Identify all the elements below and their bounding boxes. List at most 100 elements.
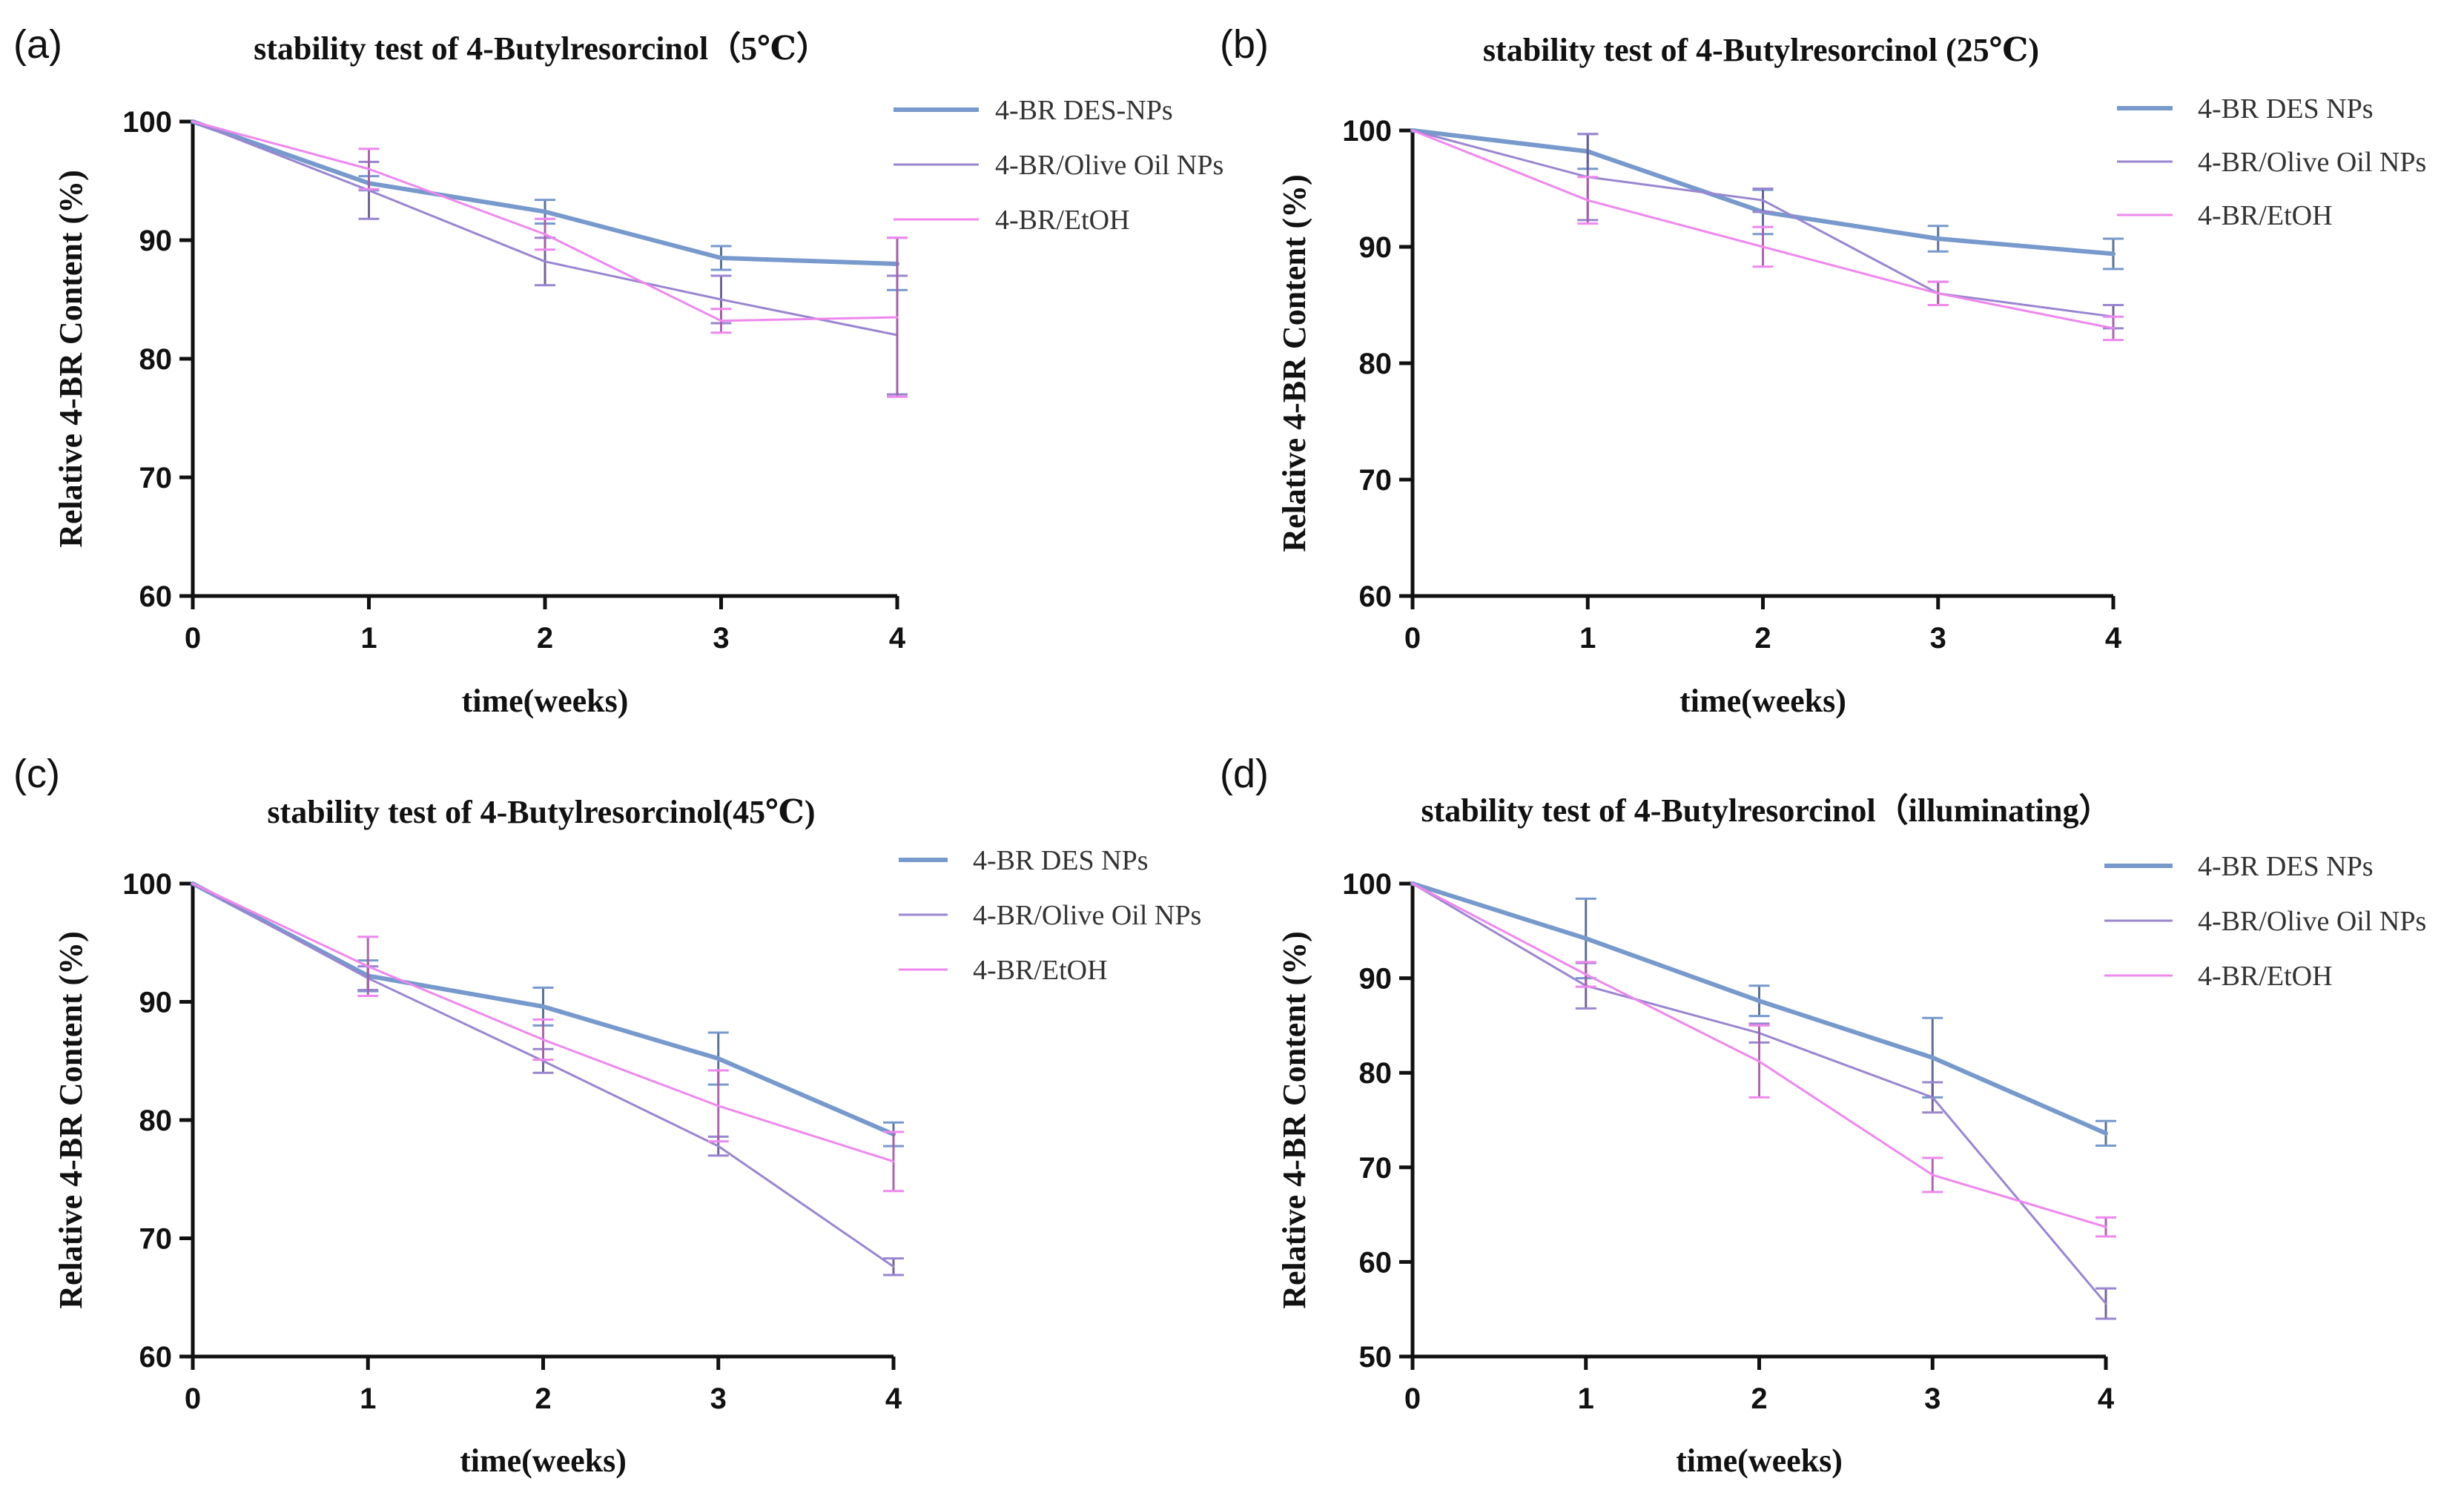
data-point bbox=[717, 1105, 720, 1107]
y-tick-label: 70 bbox=[1359, 1152, 1393, 1185]
data-point bbox=[1757, 998, 1762, 1004]
y-tick-label: 100 bbox=[122, 868, 172, 901]
x-tick-label: 4 bbox=[889, 622, 906, 655]
legend-label: 4-BR/Olive Oil NPs bbox=[2198, 906, 2426, 937]
x-tick-label: 2 bbox=[1754, 622, 1771, 655]
data-point bbox=[1411, 129, 1414, 132]
y-tick-label: 100 bbox=[122, 106, 172, 139]
chart-panel-2: (b) stability test of 4-Butylresorcinol (… bbox=[1220, 22, 2426, 719]
x-tick-label: 1 bbox=[1578, 1382, 1594, 1415]
data-point bbox=[2112, 327, 2115, 330]
panel-letter: (c) bbox=[13, 752, 60, 796]
y-tick-label: 80 bbox=[1359, 1057, 1393, 1090]
chart-panel-1: (a) stability test of 4-Butylresorcinol（5… bbox=[13, 22, 1223, 719]
legend-label: 4-BR/Olive Oil NPs bbox=[995, 150, 1223, 181]
x-tick-label: 4 bbox=[885, 1382, 902, 1415]
legend-label: 4-BR DES NPs bbox=[973, 845, 1149, 876]
y-tick-label: 90 bbox=[1359, 231, 1393, 264]
panel-letter: (a) bbox=[13, 22, 62, 67]
x-axis-label: time(weeks) bbox=[1676, 1443, 1843, 1479]
data-point bbox=[368, 168, 370, 170]
x-tick-label: 3 bbox=[1930, 622, 1946, 655]
y-tick-label: 60 bbox=[1359, 580, 1393, 613]
data-point bbox=[1931, 1096, 1934, 1099]
data-point bbox=[1585, 973, 1588, 976]
y-tick-label: 80 bbox=[1359, 348, 1393, 380]
data-point bbox=[542, 1039, 544, 1041]
y-tick-label: 100 bbox=[1342, 115, 1392, 148]
x-tick-label: 0 bbox=[185, 1382, 201, 1415]
data-point bbox=[2104, 1225, 2107, 1228]
y-axis-label: Relative 4-BR Content (%) bbox=[1276, 931, 1312, 1309]
y-tick-label: 60 bbox=[139, 580, 173, 613]
data-point bbox=[720, 319, 722, 322]
chart-title: stability test of 4-Butylresorcinol (25℃… bbox=[1483, 32, 2039, 68]
series-2 bbox=[191, 882, 904, 1276]
y-tick-label: 60 bbox=[139, 1341, 173, 1374]
data-point bbox=[720, 298, 722, 301]
legend-label: 4-BR DES NPs bbox=[2198, 93, 2374, 125]
x-tick-label: 1 bbox=[360, 622, 377, 655]
data-point bbox=[2111, 251, 2115, 256]
data-point bbox=[1937, 292, 1940, 295]
y-tick-label: 90 bbox=[139, 987, 173, 1019]
data-point bbox=[1762, 199, 1764, 202]
data-point bbox=[1930, 1055, 1935, 1060]
x-axis-label: time(weeks) bbox=[1679, 683, 1846, 719]
series-2 bbox=[1411, 882, 2116, 1320]
series-1 bbox=[191, 881, 904, 1147]
y-tick-label: 80 bbox=[139, 343, 173, 376]
data-point bbox=[1935, 236, 1941, 242]
x-tick-label: 0 bbox=[185, 622, 201, 655]
legend-label: 4-BR DES-NPs bbox=[995, 95, 1173, 126]
series-3 bbox=[1411, 882, 2116, 1238]
y-tick-label: 70 bbox=[139, 1223, 173, 1256]
y-tick-label: 70 bbox=[1359, 464, 1393, 497]
y-tick-label: 70 bbox=[139, 462, 173, 494]
data-point bbox=[544, 233, 546, 236]
x-tick-label: 0 bbox=[1404, 1382, 1421, 1415]
data-point bbox=[1762, 245, 1764, 248]
data-point bbox=[543, 209, 547, 214]
data-point bbox=[191, 120, 194, 123]
chart-title: stability test of 4-Butylresorcinol(45℃) bbox=[267, 794, 815, 830]
series-3 bbox=[1411, 129, 2124, 342]
data-point bbox=[892, 1265, 895, 1268]
data-point bbox=[366, 965, 369, 968]
legend-label: 4-BR DES NPs bbox=[2198, 851, 2374, 882]
series-line bbox=[191, 882, 895, 1268]
x-tick-label: 4 bbox=[2105, 622, 2122, 655]
series-2 bbox=[1411, 129, 2124, 330]
series-1 bbox=[191, 119, 908, 291]
x-tick-label: 3 bbox=[710, 1382, 727, 1415]
chart-panel-4: (d) stability test of 4-Butylresorcinol（i… bbox=[1220, 752, 2426, 1479]
data-point bbox=[896, 316, 899, 319]
x-axis-label: time(weeks) bbox=[460, 1443, 627, 1479]
x-tick-label: 0 bbox=[1404, 622, 1421, 655]
data-point bbox=[892, 1160, 895, 1163]
x-axis-label: time(weeks) bbox=[462, 683, 629, 719]
data-point bbox=[717, 1145, 720, 1147]
x-tick-label: 2 bbox=[1751, 1382, 1767, 1415]
data-point bbox=[1411, 882, 1414, 885]
panel-letter: (b) bbox=[1220, 22, 1269, 67]
data-point bbox=[1931, 1173, 1934, 1176]
data-point bbox=[2104, 1302, 2107, 1305]
chart-title: stability test of 4-Butylresorcinol（5℃） bbox=[254, 30, 829, 67]
legend-label: 4-BR/Olive Oil NPs bbox=[973, 900, 1201, 931]
y-tick-label: 90 bbox=[1359, 963, 1393, 996]
data-point bbox=[1758, 1060, 1760, 1063]
x-tick-label: 3 bbox=[1924, 1382, 1941, 1415]
data-point bbox=[1586, 199, 1589, 202]
chart-title: stability test of 4-Butylresorcinol（illu… bbox=[1421, 792, 2112, 829]
legend-label: 4-BR/EtOH bbox=[2198, 200, 2333, 231]
data-point bbox=[191, 882, 194, 885]
y-tick-label: 100 bbox=[1342, 868, 1392, 901]
series-3 bbox=[191, 882, 904, 1193]
legend-label: 4-BR/EtOH bbox=[995, 205, 1130, 236]
data-point bbox=[716, 1056, 721, 1062]
series-1 bbox=[1410, 881, 2116, 1147]
y-tick-label: 50 bbox=[1359, 1341, 1393, 1374]
y-tick-label: 90 bbox=[139, 225, 173, 257]
